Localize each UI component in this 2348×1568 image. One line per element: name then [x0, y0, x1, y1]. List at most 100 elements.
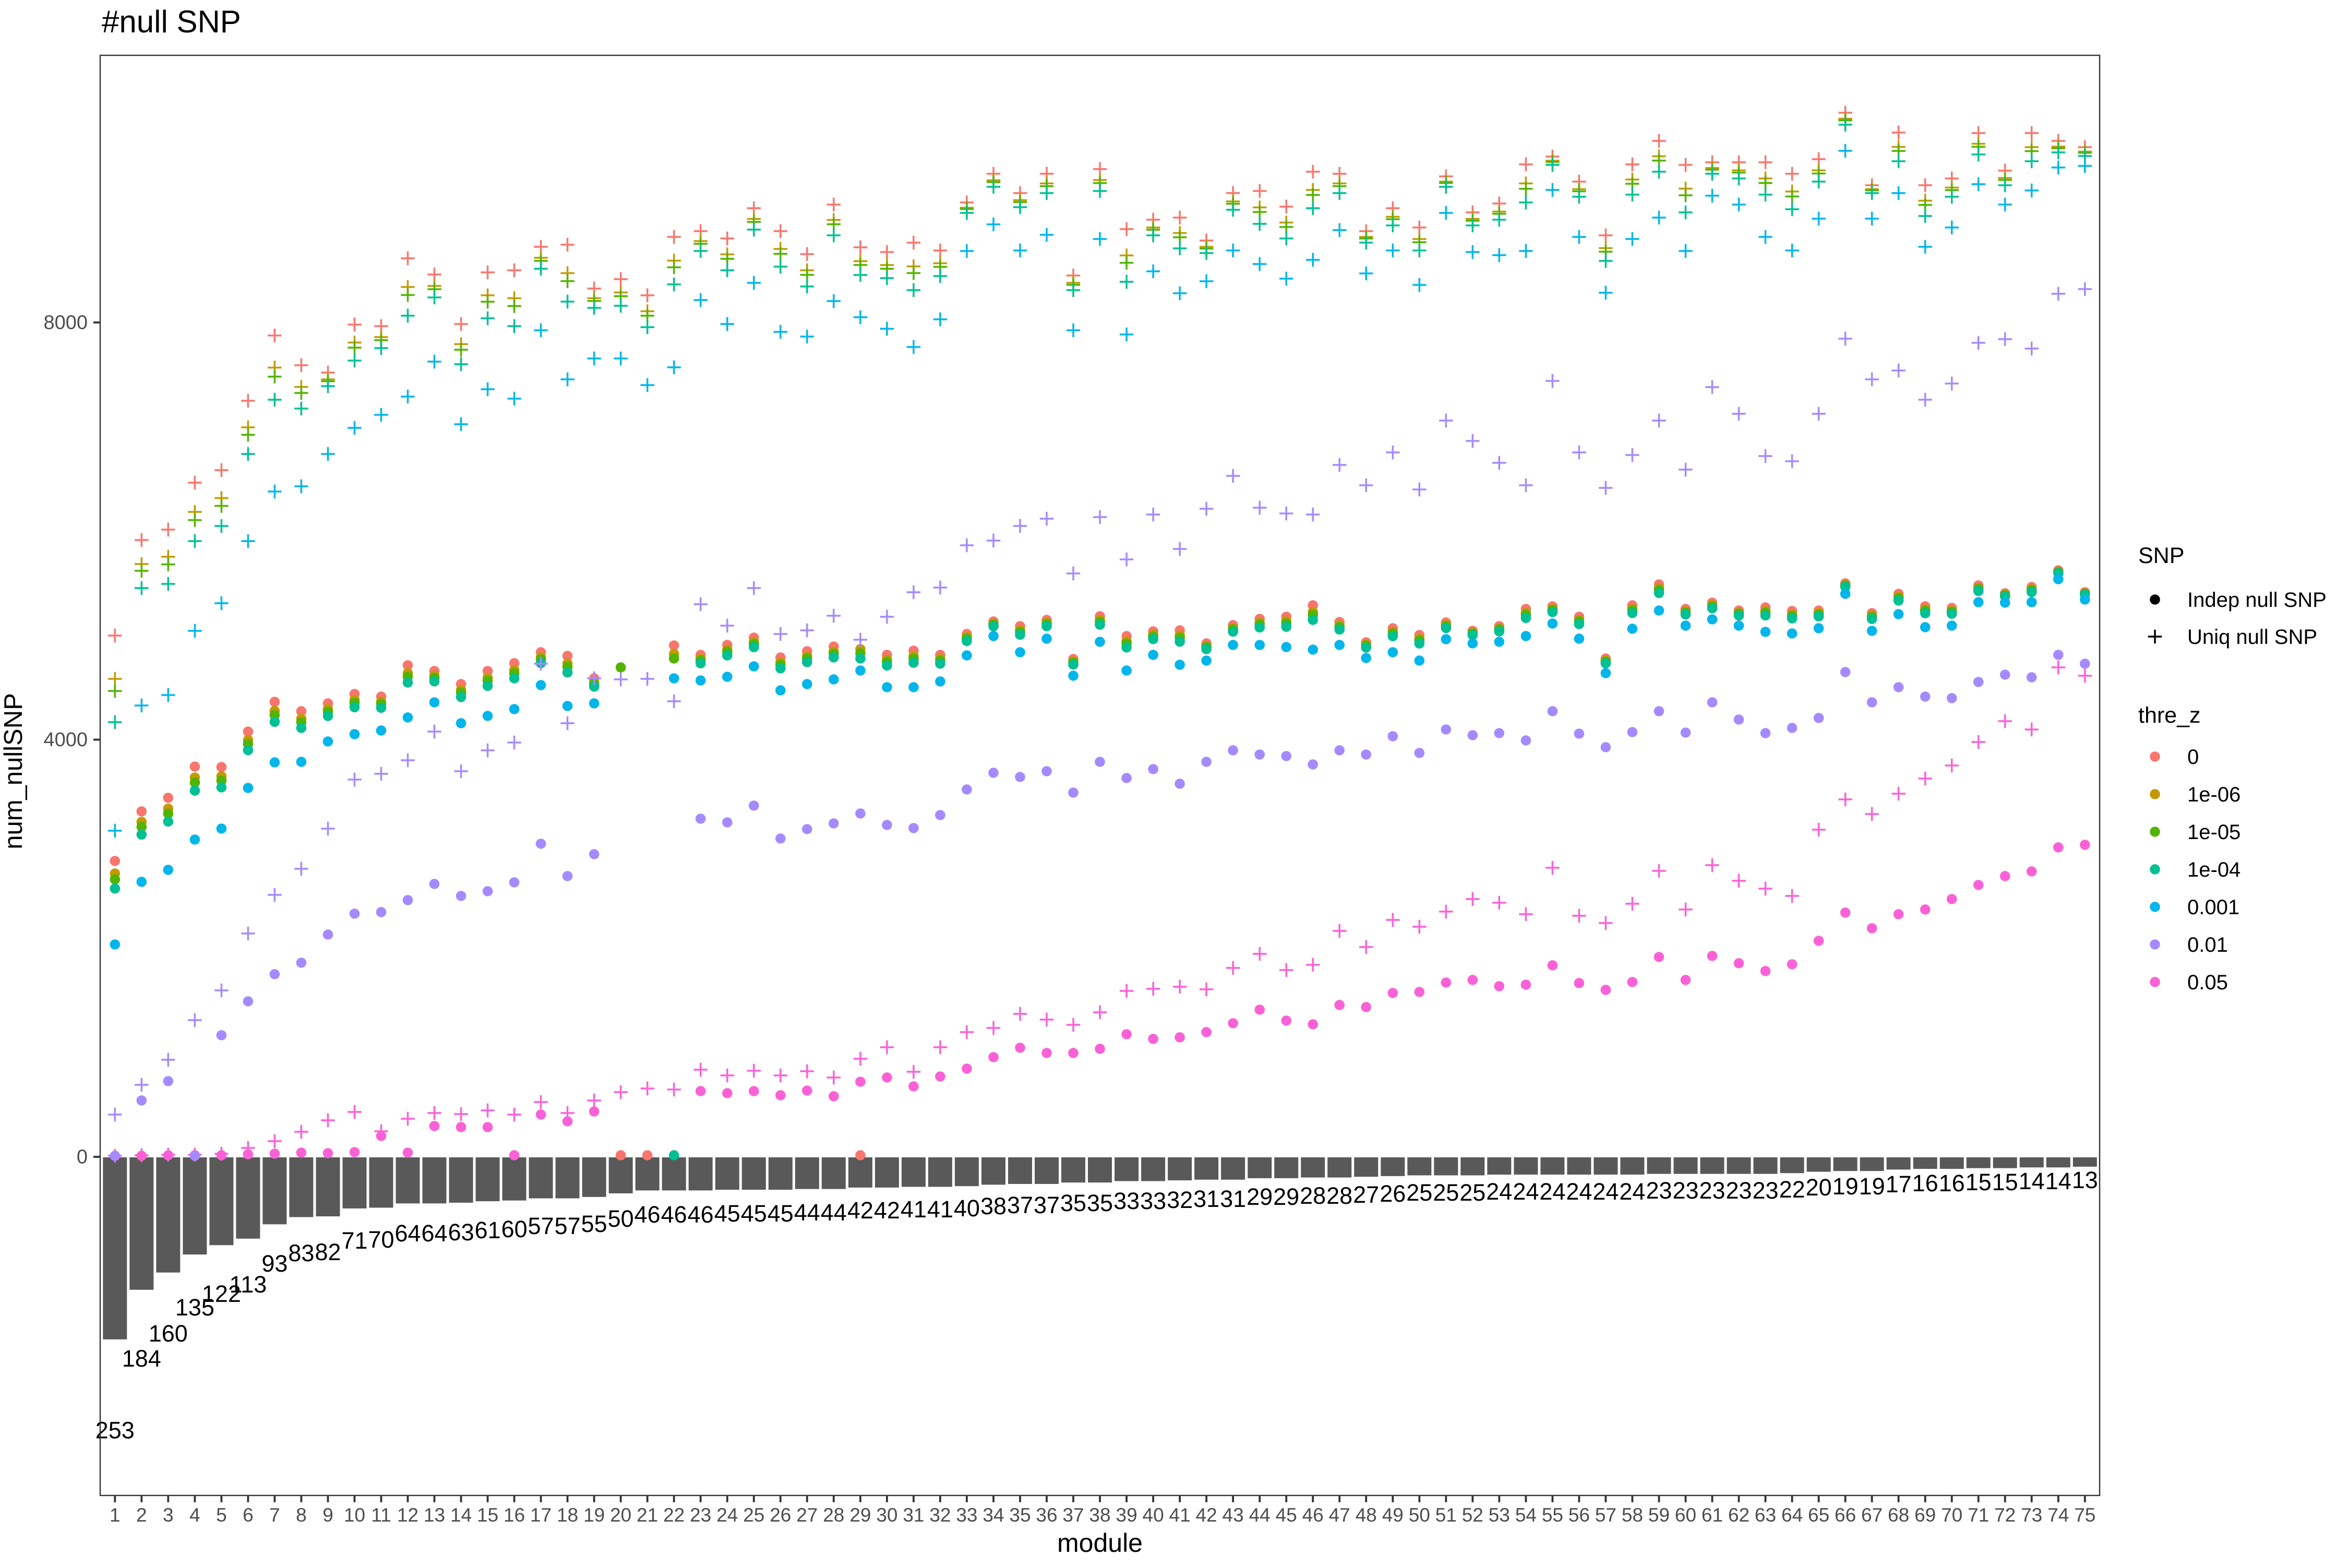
svg-text:40: 40	[954, 1195, 980, 1222]
svg-text:0: 0	[77, 1146, 88, 1168]
svg-text:23: 23	[1752, 1177, 1778, 1204]
svg-text:66: 66	[1835, 1504, 1856, 1526]
svg-text:46: 46	[634, 1201, 661, 1228]
svg-text:3: 3	[163, 1504, 174, 1526]
svg-text:57: 57	[555, 1213, 581, 1239]
svg-text:24: 24	[716, 1504, 738, 1526]
svg-text:1e-04: 1e-04	[2187, 858, 2241, 881]
svg-text:71: 71	[1968, 1504, 1989, 1526]
svg-text:61: 61	[475, 1217, 501, 1243]
svg-text:63: 63	[1755, 1504, 1776, 1526]
svg-text:15: 15	[477, 1504, 498, 1526]
svg-text:72: 72	[1994, 1504, 2016, 1526]
svg-text:0.001: 0.001	[2187, 896, 2239, 919]
svg-text:69: 69	[1914, 1504, 1936, 1526]
svg-text:19: 19	[1832, 1173, 1859, 1200]
svg-text:73: 73	[2021, 1504, 2042, 1526]
svg-text:24: 24	[1539, 1178, 1565, 1205]
svg-text:31: 31	[1220, 1186, 1246, 1212]
svg-text:40: 40	[1143, 1504, 1164, 1526]
svg-text:56: 56	[1568, 1504, 1590, 1526]
svg-text:35: 35	[1060, 1190, 1086, 1216]
svg-text:25: 25	[1433, 1179, 1459, 1206]
svg-text:45: 45	[768, 1200, 794, 1227]
svg-text:24: 24	[1619, 1178, 1645, 1205]
svg-text:37: 37	[1034, 1192, 1060, 1218]
svg-text:32: 32	[929, 1504, 951, 1526]
svg-text:48: 48	[1356, 1504, 1377, 1526]
svg-text:42: 42	[1196, 1504, 1217, 1526]
svg-text:8000: 8000	[43, 312, 88, 334]
svg-text:35: 35	[1009, 1504, 1031, 1526]
svg-text:20: 20	[610, 1504, 631, 1526]
svg-text:19: 19	[1859, 1173, 1885, 1200]
svg-text:253: 253	[95, 1417, 135, 1444]
svg-text:70: 70	[1941, 1504, 1962, 1526]
svg-text:42: 42	[874, 1197, 900, 1224]
svg-text:55: 55	[581, 1211, 607, 1237]
svg-text:50: 50	[1409, 1504, 1430, 1526]
svg-text:28: 28	[1326, 1182, 1352, 1209]
svg-text:57: 57	[528, 1213, 554, 1239]
svg-text:20: 20	[1806, 1174, 1832, 1201]
svg-text:42: 42	[847, 1197, 873, 1224]
svg-text:34: 34	[983, 1504, 1004, 1526]
svg-text:1: 1	[110, 1504, 121, 1526]
svg-text:33: 33	[956, 1504, 977, 1526]
svg-text:24: 24	[1592, 1178, 1619, 1205]
svg-text:50: 50	[608, 1205, 634, 1232]
svg-text:46: 46	[661, 1201, 687, 1228]
svg-text:62: 62	[1728, 1504, 1750, 1526]
svg-text:53: 53	[1489, 1504, 1510, 1526]
svg-text:36: 36	[1036, 1504, 1057, 1526]
svg-text:4000: 4000	[43, 729, 88, 751]
svg-text:64: 64	[394, 1220, 421, 1247]
svg-text:23: 23	[1726, 1177, 1752, 1204]
svg-text:2: 2	[136, 1504, 147, 1526]
svg-text:16: 16	[1939, 1170, 1965, 1196]
svg-text:17: 17	[530, 1504, 552, 1526]
svg-text:16: 16	[1912, 1170, 1938, 1196]
svg-text:70: 70	[368, 1226, 394, 1253]
svg-text:23: 23	[1699, 1177, 1725, 1204]
svg-text:24: 24	[1513, 1178, 1539, 1205]
svg-text:135: 135	[175, 1294, 214, 1321]
svg-text:113: 113	[230, 1271, 267, 1298]
svg-text:#null SNP: #null SNP	[102, 4, 241, 39]
svg-text:22: 22	[1779, 1176, 1805, 1203]
svg-text:65: 65	[1808, 1504, 1829, 1526]
svg-text:28: 28	[823, 1504, 844, 1526]
svg-text:33: 33	[1113, 1188, 1140, 1214]
svg-text:37: 37	[1062, 1504, 1084, 1526]
svg-text:38: 38	[980, 1193, 1007, 1219]
svg-text:17: 17	[1886, 1171, 1912, 1198]
svg-text:27: 27	[796, 1504, 818, 1526]
svg-text:59: 59	[1648, 1504, 1670, 1526]
svg-text:33: 33	[1140, 1188, 1166, 1214]
svg-text:23: 23	[690, 1504, 711, 1526]
svg-text:23: 23	[1672, 1177, 1698, 1204]
svg-text:64: 64	[1781, 1504, 1803, 1526]
svg-text:41: 41	[901, 1196, 927, 1223]
svg-text:0.05: 0.05	[2187, 971, 2228, 994]
svg-text:29: 29	[1273, 1183, 1299, 1210]
svg-text:14: 14	[2045, 1168, 2071, 1194]
svg-text:54: 54	[1515, 1504, 1537, 1526]
svg-text:19: 19	[583, 1504, 605, 1526]
svg-text:12: 12	[397, 1504, 418, 1526]
svg-text:45: 45	[741, 1200, 767, 1227]
svg-text:41: 41	[1169, 1504, 1191, 1526]
svg-text:1e-05: 1e-05	[2187, 821, 2241, 844]
svg-text:68: 68	[1888, 1504, 1909, 1526]
svg-text:46: 46	[1302, 1504, 1324, 1526]
svg-text:32: 32	[1167, 1187, 1193, 1213]
svg-text:18: 18	[557, 1504, 578, 1526]
svg-text:51: 51	[1435, 1504, 1457, 1526]
svg-text:thre_z: thre_z	[2138, 703, 2201, 728]
svg-text:8: 8	[296, 1504, 307, 1526]
svg-text:93: 93	[261, 1250, 287, 1277]
svg-text:29: 29	[849, 1504, 871, 1526]
svg-text:0: 0	[2187, 746, 2199, 769]
svg-text:61: 61	[1702, 1504, 1723, 1526]
svg-text:13: 13	[2072, 1167, 2098, 1193]
